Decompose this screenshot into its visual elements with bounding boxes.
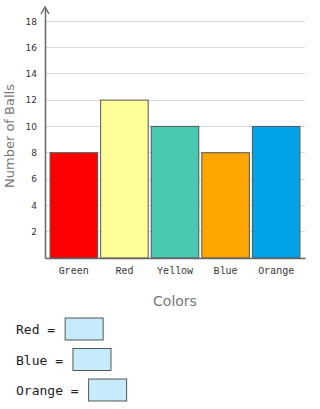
answer-box[interactable] — [73, 349, 111, 371]
y-tick-label: 10 — [26, 122, 38, 132]
y-tick: 12 — [26, 95, 45, 105]
y-tick-label: 16 — [26, 43, 38, 53]
bars — [50, 100, 300, 258]
x-tick-label: Yellow — [157, 266, 193, 277]
bar — [252, 126, 300, 258]
y-tick-label: 4 — [31, 201, 37, 211]
bar — [101, 100, 149, 258]
x-tick: Green — [59, 258, 89, 277]
question-label: Orange = — [16, 383, 79, 398]
y-axis-line — [45, 9, 47, 259]
y-axis: 2 4 6 8 10 12 14 16 18 — [26, 9, 46, 259]
y-axis-title: Number of Balls — [2, 84, 17, 188]
grid-line — [45, 73, 305, 74]
x-tick: Yellow — [157, 258, 193, 277]
y-tick-label: 2 — [31, 227, 37, 237]
y-tick: 18 — [26, 17, 45, 27]
x-axis-title: Colors — [153, 293, 197, 309]
y-tick-label: 14 — [26, 69, 38, 79]
question-label: Blue = — [16, 353, 63, 368]
bar — [50, 153, 98, 258]
x-tick: Red — [115, 258, 133, 277]
bar — [202, 153, 250, 258]
question-label: Red = — [16, 322, 55, 337]
y-tick: 10 — [26, 122, 45, 132]
x-tick-label: Red — [115, 266, 133, 277]
answer-box[interactable] — [89, 379, 127, 401]
y-tick: 14 — [26, 69, 45, 79]
y-tick: 4 — [31, 201, 45, 211]
questions: Red = Blue = Orange = — [16, 318, 127, 401]
y-tick: 16 — [26, 43, 45, 53]
y-tick-label: 12 — [26, 95, 37, 105]
axis-arrow — [41, 7, 49, 14]
grid-line — [45, 100, 305, 101]
answer-box[interactable] — [65, 318, 103, 340]
y-tick-label: 8 — [31, 148, 37, 158]
y-tick: 2 — [31, 227, 45, 237]
x-tick-label: Blue — [214, 266, 238, 277]
y-tick: 8 — [31, 148, 45, 158]
y-tick-label: 6 — [31, 174, 37, 184]
bar — [151, 126, 199, 258]
x-tick-label: Orange — [258, 266, 294, 277]
grid-line — [45, 21, 305, 22]
x-axis: Green Red Yellow Blue Orange — [46, 258, 306, 277]
x-tick: Orange — [258, 258, 294, 277]
x-axis-line — [46, 258, 306, 260]
grid-line — [45, 47, 305, 48]
x-tick: Blue — [214, 258, 238, 277]
y-tick: 6 — [31, 174, 45, 184]
x-tick-label: Green — [59, 266, 89, 277]
y-tick-label: 18 — [26, 17, 38, 27]
chart-canvas: 2 4 6 8 10 12 14 16 18 Green Red Yellow Blue Orange Nu… — [0, 0, 320, 409]
